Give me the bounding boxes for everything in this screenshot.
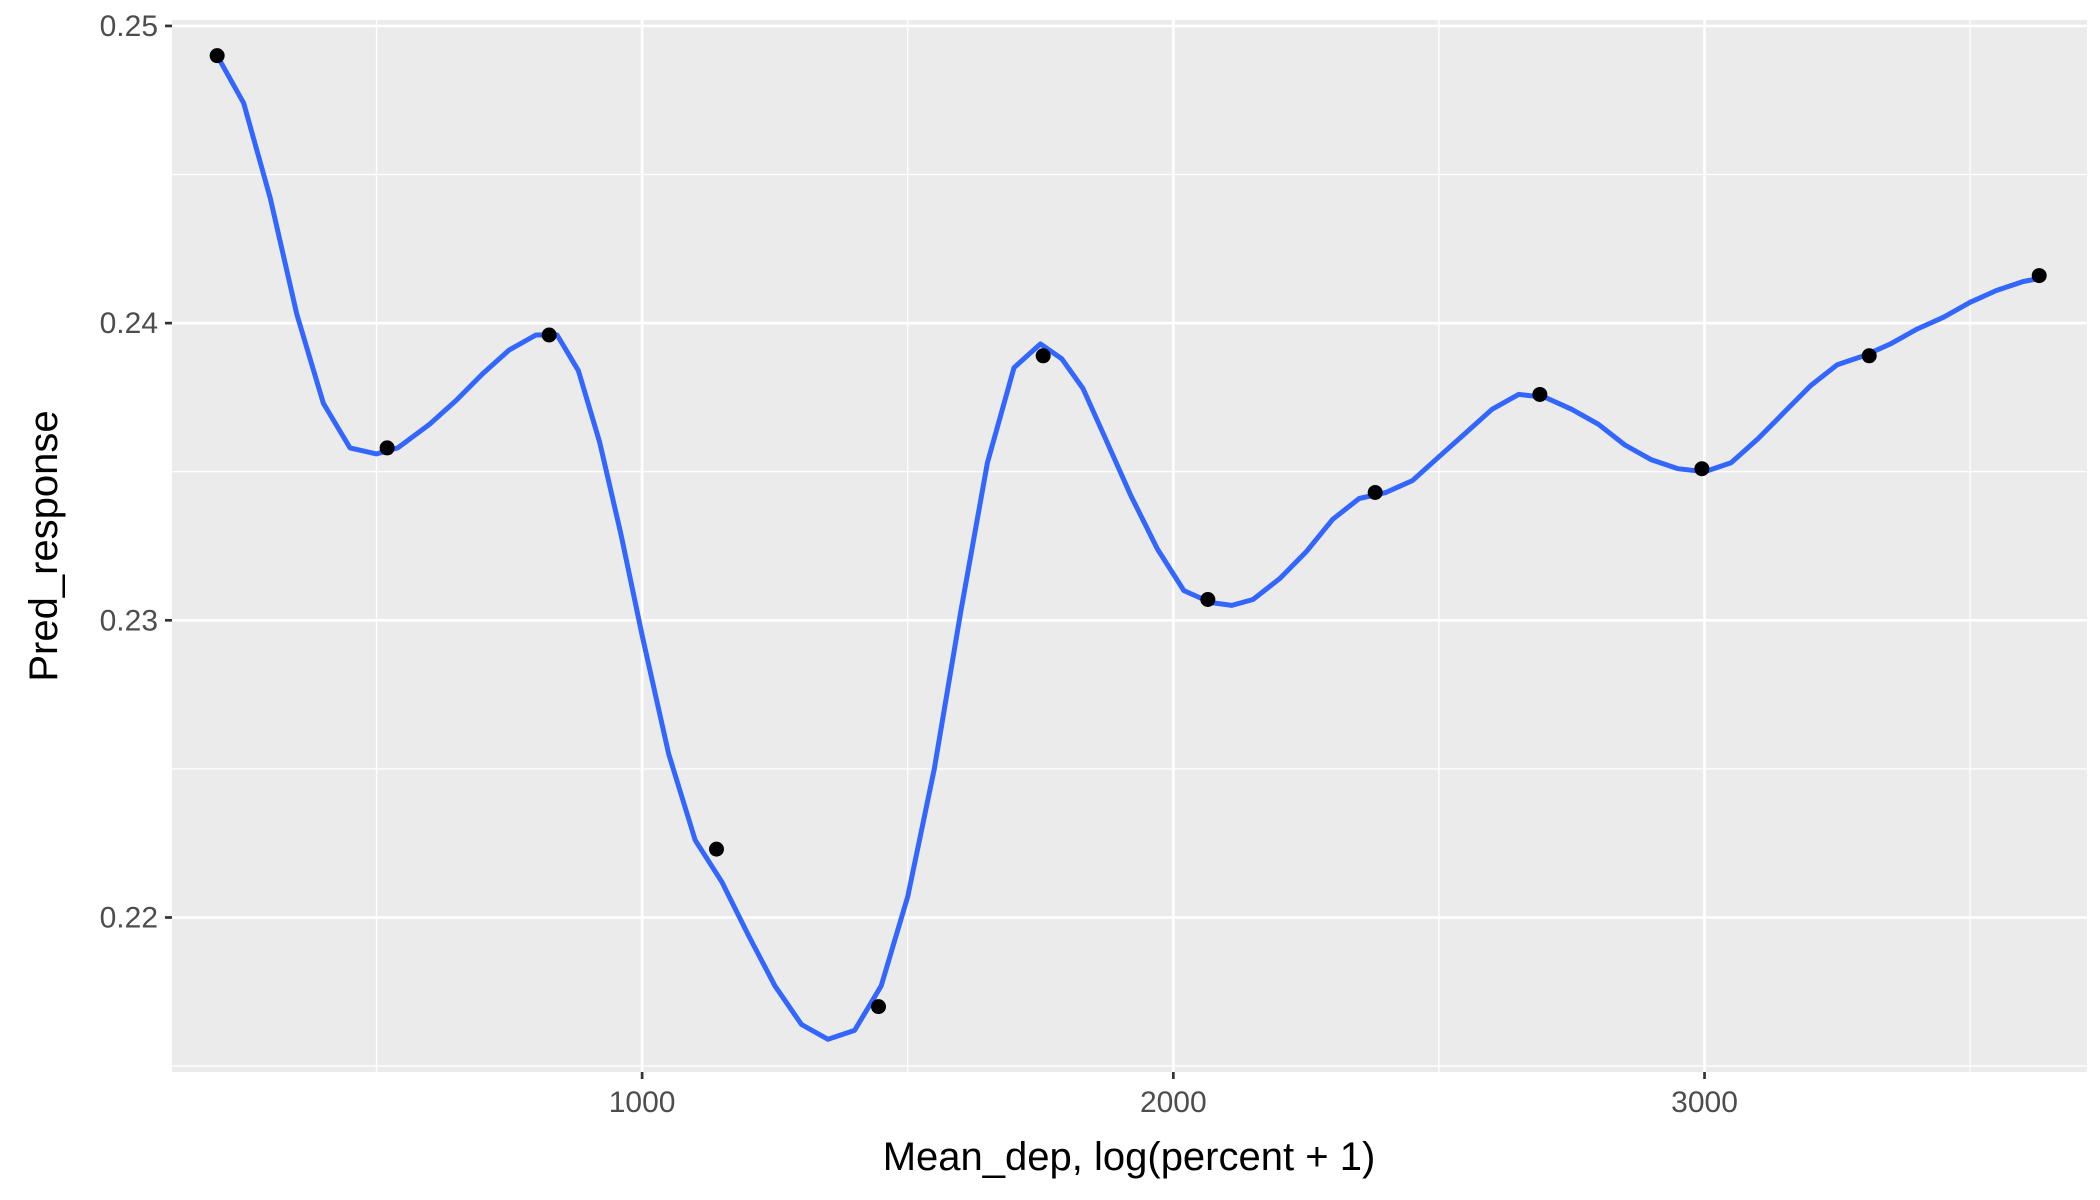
data-point <box>871 999 887 1015</box>
data-point <box>1861 348 1877 364</box>
y-tick-label: 0.23 <box>100 604 158 637</box>
data-point <box>1694 461 1710 477</box>
y-tick-label: 0.24 <box>100 307 158 340</box>
major-gridlines <box>172 20 2087 1072</box>
y-tick-label: 0.25 <box>100 10 158 43</box>
y-tick-label: 0.22 <box>100 901 158 934</box>
y-axis-title: Pred_response <box>22 410 66 681</box>
y-axis-ticks: 0.22 0.23 0.24 0.25 <box>100 10 172 934</box>
data-point <box>541 327 557 343</box>
x-tick-label: 3000 <box>1671 1086 1738 1119</box>
data-point <box>1200 591 1216 607</box>
series-layer <box>209 48 2047 1042</box>
data-point <box>379 440 395 456</box>
x-axis-ticks: 1000 2000 3000 <box>609 1072 1738 1119</box>
x-axis-title: Mean_dep, log(percent + 1) <box>883 1135 1376 1179</box>
x-tick-label: 1000 <box>609 1086 676 1119</box>
plot-panel <box>172 20 2087 1072</box>
smooth-line <box>214 53 2042 1042</box>
data-point <box>209 48 225 64</box>
data-point <box>1035 348 1051 364</box>
x-tick-label: 2000 <box>1140 1086 1207 1119</box>
data-point <box>1367 485 1383 501</box>
data-point <box>708 841 724 857</box>
data-point <box>1532 386 1548 402</box>
minor-gridlines <box>172 20 2087 1072</box>
data-point <box>2031 268 2047 284</box>
